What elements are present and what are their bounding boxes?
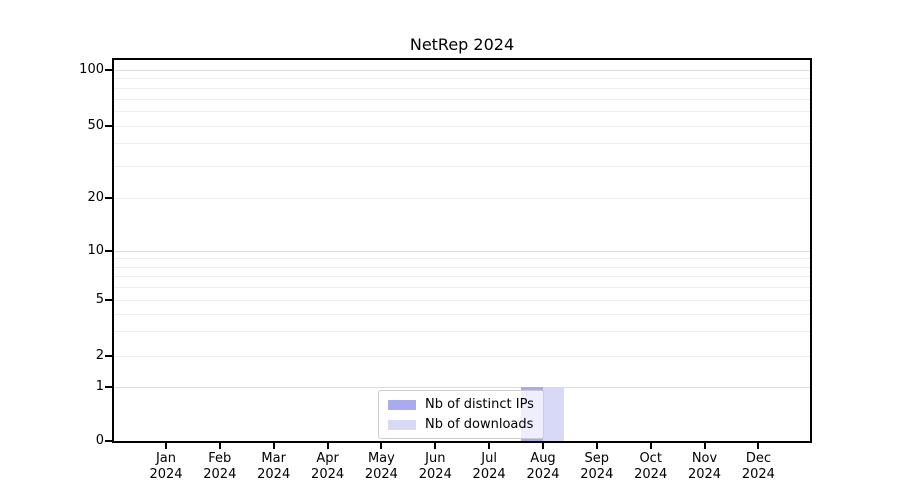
gridline-minor: [114, 356, 810, 357]
gridline-major: [114, 250, 810, 252]
gridline-minor: [114, 276, 810, 278]
gridline-minor: [114, 125, 810, 127]
x-tick-month: Mar: [261, 451, 286, 466]
gridline-minor: [114, 143, 810, 145]
x-tick-year: 2024: [149, 467, 183, 482]
x-tick-mark: [218, 443, 221, 449]
y-tick-mark: [105, 196, 112, 199]
legend-label: Nb of distinct IPs: [425, 397, 534, 412]
x-tick-mark: [165, 443, 167, 449]
y-tick-label: 100: [79, 61, 104, 77]
gridline-major: [114, 386, 810, 388]
x-tick-month: Sep: [584, 451, 610, 466]
x-tick-year: 2024: [634, 467, 668, 482]
x-tick-month: Nov: [691, 451, 718, 466]
x-tick-label: Jun 2024: [405, 451, 465, 483]
x-tick-month: Feb: [208, 451, 232, 466]
gridline-minor: [114, 266, 810, 268]
x-tick-year: 2024: [364, 467, 398, 482]
x-tick-month: Jun: [425, 451, 446, 466]
bar: [542, 386, 565, 441]
x-tick-mark: [434, 443, 437, 449]
x-tick-month: Jan: [155, 451, 177, 466]
gridline-minor: [114, 287, 810, 289]
x-tick-year: 2024: [472, 467, 506, 482]
x-tick-label: Sep 2024: [567, 451, 627, 483]
x-tick-month: May: [367, 451, 395, 466]
x-tick-mark: [595, 443, 598, 449]
x-tick-month: Dec: [745, 451, 771, 466]
x-tick-year: 2024: [418, 467, 452, 482]
y-tick-mark: [105, 124, 112, 127]
x-tick-mark: [703, 443, 706, 449]
gridline-minor: [114, 87, 810, 89]
x-tick-month: Apr: [316, 451, 339, 466]
plot-area: Nb of distinct IPs Nb of downloads: [112, 58, 812, 443]
x-tick-label: Aug 2024: [513, 451, 573, 483]
y-tick-label: 20: [87, 189, 104, 205]
legend-swatch: [388, 419, 416, 430]
y-tick-mark: [105, 355, 112, 357]
x-tick-mark: [272, 443, 275, 449]
x-tick-year: 2024: [203, 467, 237, 482]
y-tick-label: 1: [95, 378, 104, 394]
gridline-major: [114, 69, 810, 71]
x-tick-year: 2024: [257, 467, 291, 482]
y-tick-label: 10: [87, 242, 104, 258]
legend-entry: Nb of downloads: [388, 417, 534, 432]
x-tick-mark: [488, 443, 491, 449]
x-tick-label: Feb 2024: [190, 451, 250, 483]
x-tick-month: Jul: [481, 451, 497, 466]
x-tick-label: Apr 2024: [298, 451, 358, 483]
x-tick-year: 2024: [741, 467, 775, 482]
gridline-minor: [114, 78, 810, 80]
x-tick-mark: [757, 443, 760, 449]
legend-entry: Nb of distinct IPs: [388, 397, 534, 412]
x-tick-mark: [380, 443, 383, 449]
y-tick-mark: [105, 299, 112, 302]
gridline-minor: [114, 314, 810, 315]
x-tick-year: 2024: [311, 467, 345, 482]
y-tick-label: 2: [95, 348, 104, 363]
y-tick-mark: [105, 249, 112, 252]
y-tick-label: 0: [95, 433, 104, 448]
y-tick-mark: [105, 440, 112, 442]
x-tick-year: 2024: [687, 467, 722, 482]
x-tick-month: Oct: [639, 451, 662, 466]
x-tick-mark: [649, 443, 652, 449]
legend: Nb of distinct IPs Nb of downloads: [378, 390, 544, 439]
y-tick-mark: [105, 385, 112, 388]
x-tick-year: 2024: [526, 467, 560, 482]
y-tick-label: 5: [95, 292, 104, 308]
x-tick-label: Mar 2024: [244, 451, 304, 483]
gridline-minor: [114, 331, 810, 333]
gridline-minor: [114, 165, 810, 167]
x-tick-label: Dec 2024: [728, 451, 788, 483]
gridline-minor: [114, 98, 810, 100]
gridline-minor: [114, 111, 810, 113]
x-tick-label: Nov 2024: [675, 451, 735, 483]
x-tick-label: Jul 2024: [459, 451, 519, 483]
legend-swatch: [388, 399, 416, 410]
x-tick-label: May 2024: [351, 451, 411, 483]
x-tick-month: Aug: [530, 451, 556, 466]
chart-title: NetRep 2024: [409, 35, 515, 54]
x-tick-mark: [326, 443, 329, 449]
y-tick-mark: [105, 68, 112, 71]
x-tick-label: Jan 2024: [136, 451, 196, 483]
y-tick-label: 50: [87, 117, 104, 133]
legend-label: Nb of downloads: [425, 417, 534, 432]
gridline-minor: [114, 258, 810, 260]
x-tick-mark: [542, 443, 544, 449]
gridline-minor: [114, 197, 810, 199]
x-tick-label: Oct 2024: [621, 451, 681, 483]
gridline-minor: [114, 300, 810, 302]
x-tick-year: 2024: [580, 467, 614, 482]
